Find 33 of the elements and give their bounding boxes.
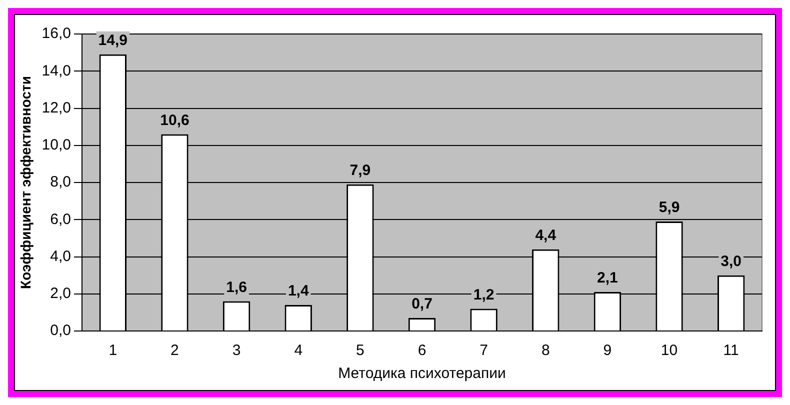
x-tick-label: 2 [170, 342, 179, 360]
data-label: 4,4 [535, 226, 557, 244]
x-axis-title: Методика психотерапии [338, 365, 506, 382]
data-label: 5,9 [658, 199, 680, 216]
data-label: 14,9 [98, 32, 128, 50]
x-tick-label: 6 [418, 342, 426, 360]
data-label: 2,1 [597, 270, 618, 287]
x-tick-label: 4 [294, 342, 303, 360]
x-tick-label: 3 [232, 342, 241, 360]
y-tick-label: 14,0 [42, 62, 71, 80]
data-label: 10,6 [160, 112, 190, 129]
data-label: 0,7 [412, 296, 432, 313]
x-tick-label: 11 [723, 342, 739, 360]
x-tick-label: 7 [480, 342, 488, 360]
y-tick-label: 12,0 [42, 99, 71, 116]
y-axis-title: Коэффициент эффективности [17, 76, 34, 289]
data-label: 1,4 [288, 282, 310, 300]
x-tick-label: 8 [541, 342, 550, 360]
data-label: 3,0 [720, 252, 742, 270]
y-tick-label: 16,0 [42, 25, 71, 42]
x-tick-label: 5 [356, 342, 364, 360]
x-tick-label: 9 [603, 342, 612, 360]
y-tick-label: 2,0 [50, 285, 71, 302]
data-label: 1,2 [473, 286, 494, 304]
x-tick-label: 10 [660, 342, 678, 360]
y-tick-label: 4,0 [50, 248, 71, 265]
y-tick-label: 0,0 [50, 322, 71, 340]
data-label: 1,6 [226, 278, 247, 296]
y-tick-label: 6,0 [50, 210, 71, 228]
y-tick-label: 8,0 [50, 174, 71, 191]
data-label: 7,9 [350, 162, 371, 179]
y-tick-label: 10,0 [42, 136, 71, 154]
x-tick-label: 1 [108, 342, 118, 360]
